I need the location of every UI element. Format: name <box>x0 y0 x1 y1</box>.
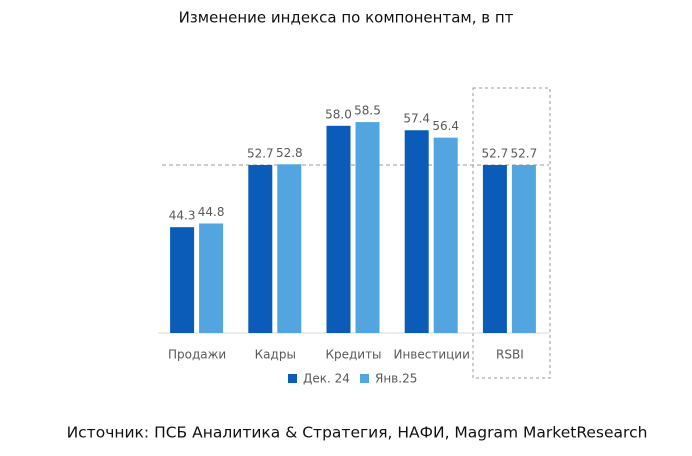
bar <box>355 122 380 333</box>
highlight-box <box>472 87 551 379</box>
legend-label: Янв.25 <box>375 372 417 386</box>
x-tick-label: Кадры <box>255 348 296 362</box>
bar <box>248 165 273 333</box>
bar <box>199 223 224 333</box>
x-tick-label: Кредиты <box>325 348 381 362</box>
value-label: 58.5 <box>354 104 381 118</box>
value-label: 58.0 <box>325 107 352 121</box>
bar <box>482 165 507 333</box>
bar <box>277 164 302 333</box>
bar <box>326 125 351 333</box>
legend-swatch <box>288 374 297 383</box>
value-label: 52.7 <box>482 147 509 161</box>
value-label: 52.7 <box>247 147 274 161</box>
value-label: 56.4 <box>432 119 459 133</box>
x-tick-label: Продажи <box>168 348 226 362</box>
value-label: 57.4 <box>403 112 430 126</box>
value-label: 52.7 <box>511 147 538 161</box>
bar <box>404 130 429 333</box>
bar <box>170 227 195 333</box>
value-label: 44.3 <box>169 209 196 223</box>
x-tick-label: Инвестиции <box>393 348 469 362</box>
legend-swatch <box>360 374 369 383</box>
source-note: Источник: ПСБ Аналитика & Стратегия, НАФ… <box>67 424 648 442</box>
value-label: 52.8 <box>276 146 303 160</box>
value-label: 44.8 <box>198 205 225 219</box>
x-tick-label: RSBI <box>496 348 524 362</box>
legend-label: Дек. 24 <box>303 372 350 386</box>
bar <box>511 165 536 333</box>
bar <box>433 137 458 333</box>
chart-title: Изменение индекса по компонентам, в пт <box>179 9 514 27</box>
